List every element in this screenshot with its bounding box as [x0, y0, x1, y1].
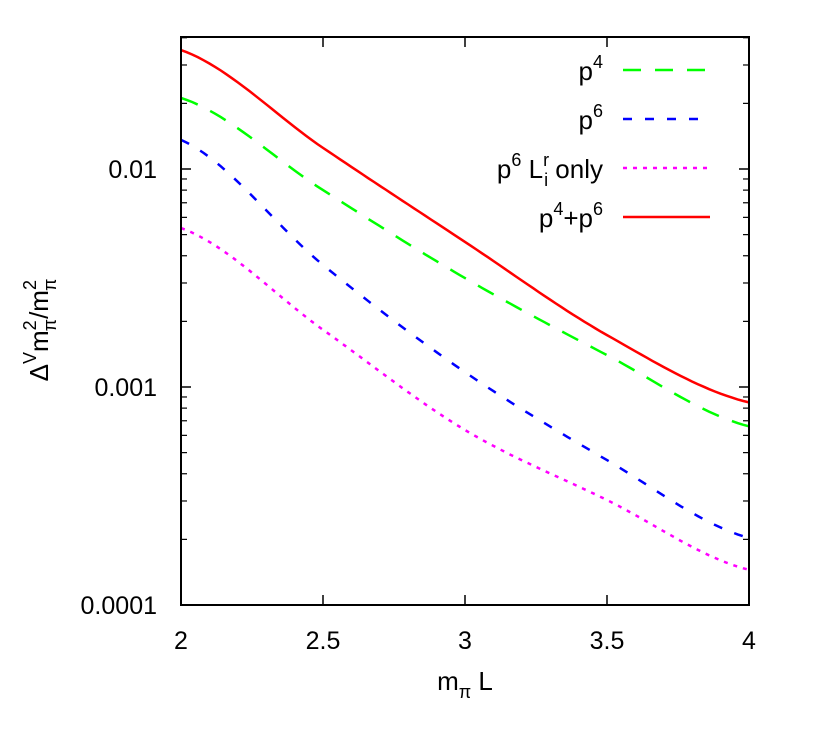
legend-label: p4: [579, 52, 603, 86]
x-tick-label: 3.5: [590, 627, 625, 655]
x-tick-label: 4: [742, 627, 756, 655]
legend-label: p6: [579, 101, 603, 135]
legend: p4 p6 p6 Lr i only p4+p6: [497, 52, 710, 233]
x-tick-label: 2: [174, 627, 188, 655]
series-line-2: [180, 226, 750, 572]
ticks-layer: 2 2.5 3 3.5 4 0.0001 0.001 0.01: [81, 37, 756, 655]
series-line-3: [180, 48, 750, 404]
x-tick-label: 2.5: [306, 627, 341, 655]
x-axis-label: mπ L: [437, 666, 493, 702]
legend-label: p4+p6: [539, 199, 603, 233]
series-line-1: [180, 138, 750, 540]
y-axis-label: ΔVm2π/m2π: [20, 279, 60, 382]
y-tick-label: 0.0001: [81, 592, 157, 620]
svg-text:ΔVm2π/m2π: ΔVm2π/m2π: [20, 279, 60, 382]
plot-frame: [180, 36, 750, 606]
y-tick-label: 0.001: [94, 374, 157, 402]
x-tick-label: 3: [458, 627, 472, 655]
y-tick-label: 0.01: [108, 156, 157, 184]
legend-label: p6 Lr i only: [497, 150, 603, 190]
series-line-0: [180, 96, 750, 428]
series-layer: [180, 48, 750, 572]
